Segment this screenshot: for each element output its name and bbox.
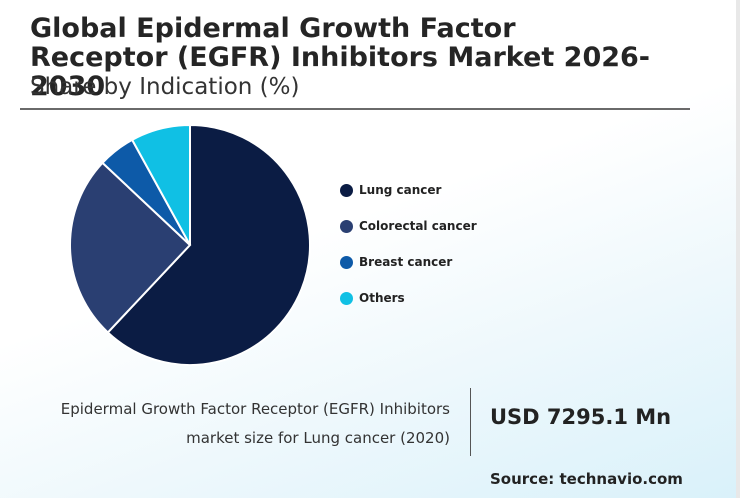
legend-item: Others (340, 280, 477, 316)
legend-swatch (340, 291, 353, 305)
legend-item: Colorectal cancer (340, 208, 477, 244)
header-divider (20, 108, 690, 110)
legend-swatch (340, 255, 353, 269)
legend-label: Lung cancer (359, 183, 442, 197)
legend-swatch (340, 183, 353, 197)
edge-mark (736, 0, 740, 498)
market-size-description: Epidermal Growth Factor Receptor (EGFR) … (60, 400, 450, 447)
pie-slice-colorectal-cancer (69, 161, 192, 334)
market-size-value: USD 7295.1 Mn (490, 405, 672, 429)
legend-item: Breast cancer (340, 244, 477, 280)
legend-label: Breast cancer (359, 255, 453, 269)
chart-title: Global Epidermal Growth Factor Receptor … (30, 13, 651, 102)
legend-label: Others (359, 291, 405, 305)
pie-slice-others (130, 123, 191, 246)
footer-separator (470, 388, 471, 456)
legend-label: Colorectal cancer (359, 219, 477, 233)
source-credit: Source: technavio.com (490, 470, 683, 488)
legend-item: Lung cancer (340, 172, 477, 208)
chart-subtitle: Share by Indication (%) (30, 74, 300, 100)
legend-swatch (340, 219, 353, 233)
pie-slice-lung-cancer (106, 123, 311, 366)
legend: Lung cancer Colorectal cancer Breast cance… (340, 172, 477, 316)
